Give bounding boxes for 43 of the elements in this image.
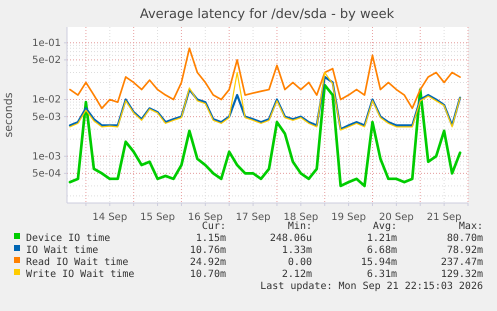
y-tick-label: 5e-02 [32, 55, 61, 66]
text: 78.92m [446, 245, 483, 256]
y-tick-label: 1e-03 [32, 151, 61, 162]
text: 80.70m [446, 233, 483, 244]
text: Min: [288, 221, 312, 232]
legend-label: IO Wait time [26, 245, 98, 256]
legend-label: Device IO time [26, 233, 110, 244]
x-tick-label: 20 Sep [378, 212, 414, 223]
text: 129.32m [440, 269, 483, 280]
y-axis-title: seconds [2, 92, 15, 138]
text: 2.12m [282, 269, 312, 280]
text: Avg: [372, 221, 397, 232]
line-series [69, 47, 461, 110]
x-tick-label: 21 Sep [426, 212, 462, 223]
chart-title: Average latency for /dev/sda - by week [140, 7, 395, 22]
text: 237.47m [440, 257, 483, 268]
text: 248.06u [270, 233, 312, 244]
x-tick-label: 17 Sep [236, 212, 270, 223]
y-tick-label: 1e-02 [32, 94, 61, 106]
legend-label: Read IO Wait time [26, 257, 128, 268]
text: 6.68m [366, 245, 397, 256]
text: 6.31m [366, 269, 397, 280]
text: 15.94m [360, 257, 397, 268]
y-tick-label: 5e-04 [32, 168, 61, 180]
x-tick-label: 14 Sep [92, 212, 128, 223]
x-tick-label: 15 Sep [140, 212, 175, 223]
text: 10.76m [190, 245, 226, 256]
text: 0.00 [288, 257, 312, 268]
text: Cur: [202, 221, 226, 232]
text: 1.21m [366, 233, 397, 244]
legend-label: Write IO Wait time [26, 269, 134, 280]
text: Last update: Mon Sep 21 22:15:03 2026 [260, 281, 483, 292]
text: 10.70m [190, 269, 226, 280]
line-series [68, 84, 462, 188]
x-tick-label: 19 Sep [331, 212, 366, 223]
text: 24.92m [190, 257, 226, 268]
text: 1.33m [282, 245, 312, 256]
x-tick-label: 16 Sep [188, 212, 223, 223]
y-tick-label: 5e-03 [32, 112, 61, 123]
y-tick-label: 1e-01 [32, 38, 61, 50]
text: 1.15m [196, 233, 226, 244]
x-tick-label: 18 Sep [283, 212, 318, 223]
text: Max: [458, 221, 483, 232]
